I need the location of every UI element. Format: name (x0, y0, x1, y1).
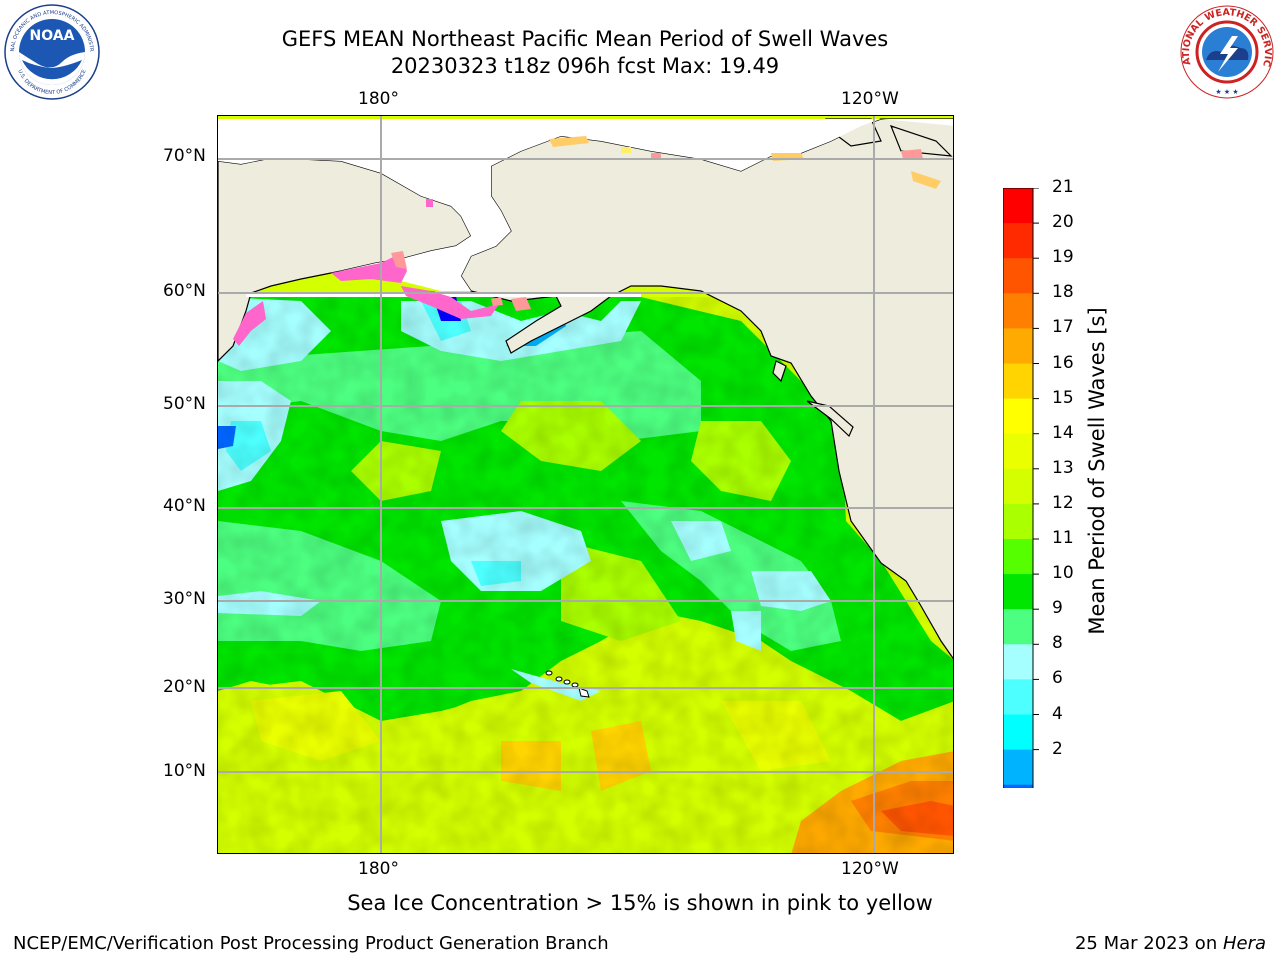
lon-label-top-180: 180° (358, 89, 399, 109)
colorbar-segment (1003, 433, 1033, 470)
chart-title: GEFS MEAN Northeast Pacific Mean Period … (281, 27, 889, 51)
colorbar-segment (1003, 609, 1033, 645)
colorbar-tick-label: 17 (1052, 317, 1074, 338)
credit-date: 25 Mar 2023 on (1074, 933, 1223, 954)
lat-label-50n: 50°N (163, 394, 206, 414)
land (218, 118, 953, 660)
colorbar-segment (1003, 679, 1033, 715)
colorbar-segment (1003, 574, 1033, 610)
colorbar-segment (1003, 714, 1033, 751)
colorbar-tick-label: 18 (1052, 282, 1074, 303)
colorbar-tick-label: 9 (1052, 598, 1063, 619)
colorbar-segment (1003, 223, 1033, 259)
credit-host: Hera (1222, 933, 1266, 954)
colorbar-tick-label: 19 (1052, 247, 1074, 268)
colorbar-segment (1003, 363, 1033, 400)
colorbar-tick-label: 13 (1052, 457, 1074, 478)
colorbar-tick-label: 4 (1052, 703, 1063, 724)
colorbar-tick-label: 21 (1052, 177, 1074, 197)
colorbar-segment (1003, 188, 1033, 224)
colorbar-scale (1002, 187, 1039, 849)
colorbar-segment (1003, 644, 1033, 680)
sea-ice (233, 136, 941, 346)
colorbar-title: Mean Period of Swell Waves [s] (1085, 307, 1109, 635)
colorbar-segment (1003, 784, 1033, 821)
credit-right: 25 Mar 2023 on Hera (1075, 933, 1266, 954)
colorbar-segment (1003, 503, 1033, 540)
nws-logo: NATIONAL WEATHER SERVICE ★ ★ ★ (1172, 0, 1278, 104)
colorbar-segment (1003, 398, 1033, 435)
colorbar-segment (1003, 258, 1033, 294)
credit-left: NCEP/EMC/Verification Post Processing Pr… (13, 933, 609, 954)
colorbar-segment (1003, 539, 1033, 575)
colorbar-tick-label: 8 (1052, 633, 1063, 654)
colorbar-tick-label: 14 (1052, 422, 1074, 443)
swell-period-map (218, 116, 953, 853)
colorbar-segment (1003, 749, 1033, 786)
chart-subtitle: 20230323 t18z 096h fcst Max: 19.49 (390, 54, 780, 78)
colorbar-tick-label: 10 (1052, 563, 1074, 584)
colorbar-tick-label: 6 (1052, 668, 1063, 689)
colorbar-tick-label: 12 (1052, 492, 1074, 513)
colorbar-tick-label: 2 (1052, 738, 1063, 759)
sea-ice-caption: Sea Ice Concentration > 15% is shown in … (347, 891, 933, 915)
lon-label-bottom-120w: 120°W (841, 859, 899, 879)
lat-label-40n: 40°N (163, 496, 206, 516)
lat-label-60n: 60°N (163, 281, 206, 301)
lon-label-top-120w: 120°W (841, 89, 899, 109)
lat-label-30n: 30°N (163, 589, 206, 609)
lon-label-bottom-180: 180° (358, 859, 399, 879)
noaa-logo: NOAA NATIONAL OCEANIC AND ATMOSPHERIC AD… (0, 0, 104, 104)
colorbar-tick-label: 15 (1052, 387, 1074, 408)
colorbar-tick-label: 11 (1052, 528, 1074, 548)
graticule (218, 116, 953, 853)
lat-label-10n: 10°N (163, 761, 206, 781)
svg-text:★ ★ ★: ★ ★ ★ (1215, 88, 1238, 96)
colorbar-tick-label: 20 (1052, 212, 1074, 233)
colorbar-tick-label: 16 (1052, 352, 1074, 373)
lat-label-70n: 70°N (163, 146, 206, 166)
noaa-logo-text: NOAA (30, 28, 75, 44)
colorbar-segment (1003, 293, 1033, 329)
colorbar-segment (1003, 328, 1033, 364)
colorbar-segment (1003, 468, 1033, 505)
colorbar (1002, 187, 1043, 849)
map-panel (217, 115, 954, 854)
lat-label-20n: 20°N (163, 677, 206, 697)
